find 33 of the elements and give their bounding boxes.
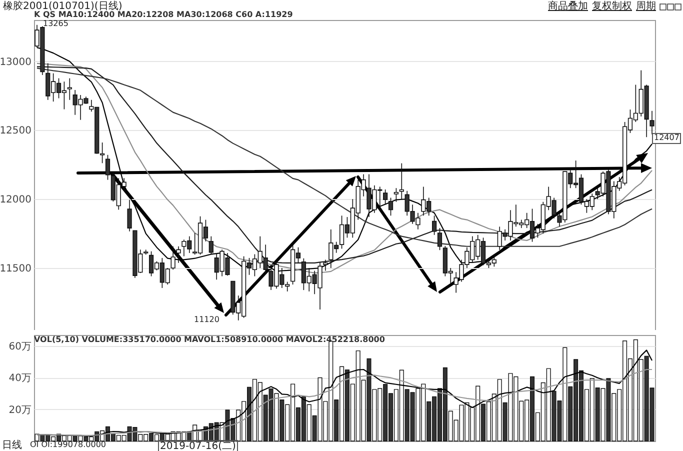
candlestick <box>383 189 388 206</box>
candlestick <box>432 215 437 236</box>
candlestick <box>388 197 394 216</box>
candlestick <box>208 236 214 256</box>
annotation: 2019-07-16(二) <box>158 440 238 451</box>
candlestick <box>100 142 105 164</box>
annotation: 11120 <box>194 315 220 325</box>
line-series <box>36 368 653 436</box>
chart-subtitle: VOL(5,10) VOLUME:335170.0000 MAVOL1:508910.0000 MAVOL2:452218.8000 <box>34 335 385 345</box>
chart-subtitle: K QS MA10:12400 MA20:12208 MA30:12068 C60 A:11929 <box>34 10 293 20</box>
text: 日线 <box>2 440 22 451</box>
annotation: OI OI:199078.0000 <box>30 440 106 450</box>
candlestick <box>67 78 72 100</box>
y-tick-label: 13000 <box>0 56 32 68</box>
candlestick <box>170 246 176 270</box>
y-tick-label: 20万 <box>8 404 32 416</box>
text: 复权制权 <box>592 1 632 12</box>
candlestick <box>105 154 110 180</box>
annotation: 13265 <box>43 19 68 29</box>
text: 周期 <box>636 1 656 12</box>
y-tick-label: 60万 <box>8 342 32 353</box>
candlestick <box>127 199 132 232</box>
y-tick-label: 12500 <box>0 126 32 137</box>
candlestick <box>394 188 399 202</box>
text: 商品叠加 <box>548 1 588 12</box>
candlestick <box>176 246 181 264</box>
annotation: 12407 <box>652 133 682 144</box>
y-tick-label: 12000 <box>0 194 32 206</box>
candlestick <box>650 110 654 135</box>
y-tick-label: 40万 <box>8 373 32 384</box>
chart-title: 橡胶2001(010701)(日线) <box>3 1 122 12</box>
candlestick <box>399 162 404 200</box>
y-tick-label: 11500 <box>0 264 32 274</box>
